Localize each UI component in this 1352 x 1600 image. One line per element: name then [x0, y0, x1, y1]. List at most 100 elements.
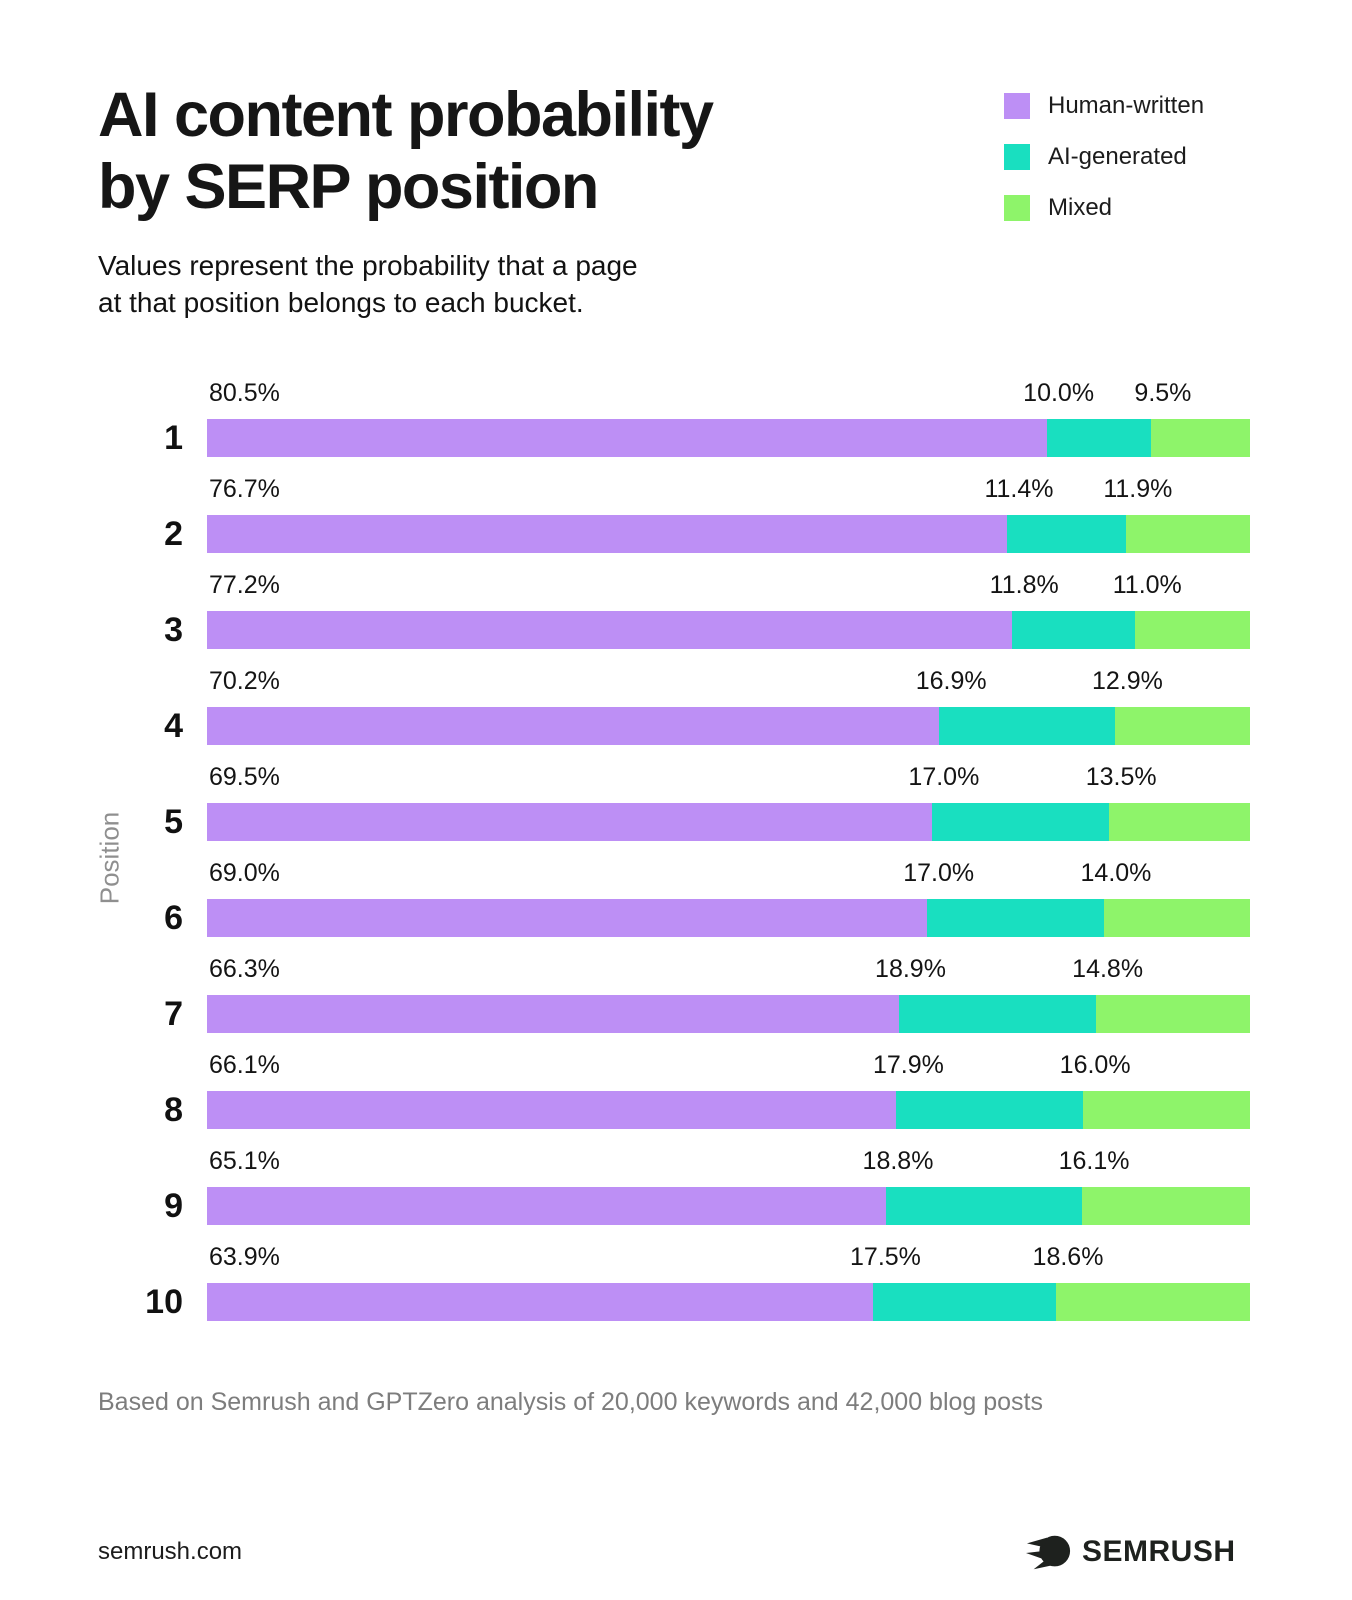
value-labels: 66.3% 18.9% 14.8% [207, 955, 1250, 983]
value-label-ai-generated: 17.9% [872, 1051, 944, 1079]
bar-segment-mixed [1055, 1283, 1250, 1321]
value-label-ai-generated: 18.8% [862, 1147, 934, 1175]
value-label-human-written: 76.7% [209, 475, 280, 503]
bar-segment-mixed [1082, 1187, 1250, 1225]
value-label-mixed: 11.9% [1103, 475, 1173, 503]
position-tick-label: 5 [164, 803, 183, 841]
bar-segment-human-written [207, 419, 1047, 457]
stacked-bar-chart: 80.5% 10.0% 9.5% 1 76.7% 11.4% 11.9% 2 77.2% 11.8… [145, 376, 1250, 1336]
position-tick-label: 7 [164, 995, 183, 1033]
semrush-logo: SEMRUSH [1026, 1532, 1236, 1572]
bar-segment-human-written [207, 515, 1007, 553]
position-tick-label: 10 [145, 1283, 183, 1321]
bar-segment-ai-generated [1046, 419, 1151, 457]
chart-row-position-8: 66.1% 17.9% 16.0% 8 [164, 1048, 1250, 1144]
position-tick-label: 3 [164, 611, 183, 649]
semrush-wordmark: SEMRUSH [1082, 1535, 1236, 1568]
bar-segment-ai-generated [896, 1091, 1084, 1129]
bar-segment-human-written [207, 995, 899, 1033]
value-label-human-written: 63.9% [209, 1243, 280, 1271]
value-labels: 63.9% 17.5% 18.6% [207, 1243, 1250, 1271]
value-label-human-written: 80.5% [209, 379, 280, 407]
value-label-mixed: 14.0% [1080, 859, 1152, 887]
value-label-ai-generated: 17.5% [850, 1243, 921, 1271]
bar-segment-mixed [1150, 419, 1250, 457]
value-label-ai-generated: 16.9% [915, 667, 987, 695]
page-title-line2: by SERP position [98, 151, 599, 222]
bar-segment-human-written [207, 899, 927, 937]
bar-segment-ai-generated [1012, 611, 1136, 649]
value-label-mixed: 13.5% [1085, 763, 1157, 791]
value-label-mixed: 14.8% [1072, 955, 1144, 983]
bar-segment-human-written [207, 1283, 874, 1321]
value-label-ai-generated: 11.8% [989, 571, 1059, 599]
bar-segment-human-written [207, 803, 932, 841]
chart-row-position-5: 69.5% 17.0% 13.5% 5 [164, 760, 1250, 856]
position-tick-label: 8 [164, 1091, 183, 1129]
value-label-mixed: 18.6% [1032, 1243, 1104, 1271]
value-label-human-written: 66.3% [209, 955, 280, 983]
value-labels: 70.2% 16.9% 12.9% [207, 667, 1250, 695]
semrush-flame-icon [1026, 1535, 1071, 1570]
value-label-ai-generated: 17.0% [903, 859, 975, 887]
stacked-bar [207, 995, 1250, 1033]
bar-segment-ai-generated [926, 899, 1104, 937]
position-tick-label: 9 [164, 1187, 183, 1225]
chart-row-position-2: 76.7% 11.4% 11.9% 2 [164, 472, 1250, 568]
bar-segment-ai-generated [885, 1187, 1083, 1225]
position-tick-label: 1 [164, 419, 183, 457]
value-label-ai-generated: 18.9% [875, 955, 946, 983]
position-tick-label: 2 [164, 515, 183, 553]
position-tick-label: 4 [164, 707, 183, 745]
value-label-ai-generated: 17.0% [908, 763, 980, 791]
mixed-swatch-icon [1004, 195, 1030, 221]
stacked-bar [207, 1091, 1250, 1129]
value-label-mixed: 16.1% [1058, 1147, 1130, 1175]
value-label-human-written: 65.1% [209, 1147, 280, 1175]
value-labels: 69.5% 17.0% 13.5% [207, 763, 1250, 791]
legend-item-human-written: Human-written [1004, 92, 1204, 120]
value-labels: 69.0% 17.0% 14.0% [207, 859, 1250, 887]
chart-row-position-9: 65.1% 18.8% 16.1% 9 [164, 1144, 1250, 1240]
legend-label: AI-generated [1048, 143, 1187, 170]
stacked-bar [207, 1187, 1250, 1225]
value-label-mixed: 11.0% [1112, 571, 1182, 599]
source-footnote: Based on Semrush and GPTZero analysis of… [98, 1388, 1044, 1416]
website-url: semrush.com [98, 1538, 243, 1565]
bar-segment-human-written [207, 611, 1013, 649]
chart-legend: Human-written AI-generated Mixed [1004, 92, 1204, 245]
bar-segment-mixed [1095, 995, 1250, 1033]
value-label-ai-generated: 11.4% [984, 475, 1054, 503]
page-title: AI content probability by SERP position [98, 80, 714, 224]
value-label-human-written: 69.0% [209, 859, 280, 887]
chart-row-position-7: 66.3% 18.9% 14.8% 7 [164, 952, 1250, 1048]
value-label-ai-generated: 10.0% [1023, 379, 1095, 407]
value-labels: 76.7% 11.4% 11.9% [207, 475, 1250, 503]
page-subtitle-line2: at that position belongs to each bucket. [98, 286, 584, 318]
bar-segment-human-written [207, 707, 940, 745]
page-subtitle: Values represent the probability that a … [98, 248, 638, 322]
bar-segment-ai-generated [898, 995, 1096, 1033]
bar-segment-ai-generated [931, 803, 1110, 841]
bar-segment-ai-generated [1006, 515, 1126, 553]
bar-segment-human-written [207, 1091, 897, 1129]
position-tick-label: 6 [164, 899, 183, 937]
human-written-swatch-icon [1004, 93, 1030, 119]
value-label-human-written: 77.2% [209, 571, 280, 599]
stacked-bar [207, 707, 1250, 745]
chart-row-position-6: 69.0% 17.0% 14.0% 6 [164, 856, 1250, 952]
page-title-line1: AI content probability [98, 80, 714, 150]
stacked-bar [207, 803, 1250, 841]
bar-segment-mixed [1115, 707, 1250, 745]
page-subtitle-line1: Values represent the probability that a … [98, 250, 638, 281]
value-label-mixed: 16.0% [1059, 1051, 1131, 1079]
legend-item-ai-generated: AI-generated [1004, 143, 1204, 171]
y-axis-label: Position [94, 811, 125, 905]
stacked-bar [207, 1283, 1250, 1321]
bar-segment-mixed [1103, 899, 1250, 937]
bar-segment-mixed [1109, 803, 1250, 841]
legend-label: Human-written [1048, 92, 1205, 119]
value-labels: 77.2% 11.8% 11.0% [207, 571, 1250, 599]
stacked-bar [207, 611, 1250, 649]
